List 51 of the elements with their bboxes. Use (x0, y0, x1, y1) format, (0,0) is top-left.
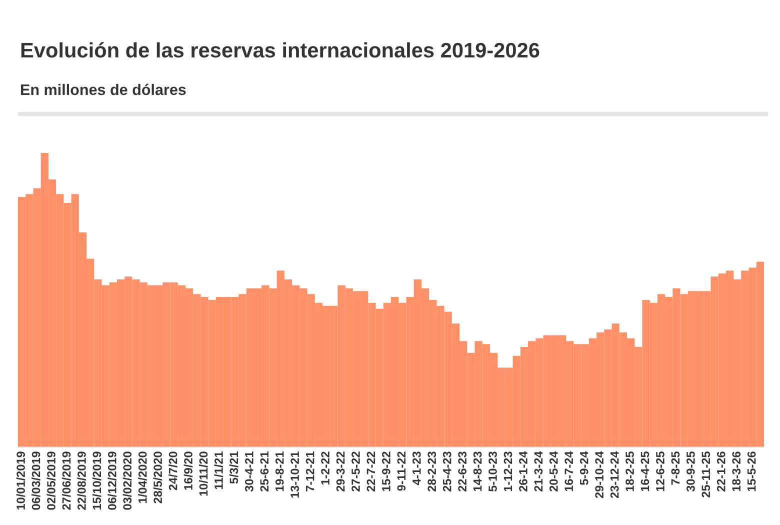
x-tick-label: 16/9/20 (184, 452, 193, 490)
x-tick-label: 1/04/2020 (138, 452, 147, 503)
chart-title: Evolución de las reservas internacionales 2019-2026 (21, 42, 540, 58)
x-tick-label: 12-6-25 (656, 451, 664, 492)
x-tick-label: 25-6-21 (260, 451, 269, 492)
chart-subtitle: En millones de dólares (21, 84, 186, 96)
x-tick-label: 15-5-26 (747, 452, 756, 492)
x-tick-label: 27/06/2019 (62, 452, 71, 510)
x-tick-label: 14-8-23 (473, 452, 482, 492)
x-tick-label: 02/05/2019 (46, 452, 56, 510)
x-tick-label: 26-1-24 (519, 451, 528, 492)
x-tick-label: 22-1-26 (716, 452, 726, 492)
x-tick-label: 5-9-24 (580, 451, 588, 485)
x-tick-label: 03/02/2020 (122, 452, 132, 510)
x-tick-label: 23-12-24 (610, 451, 619, 498)
x-tick-label: 19-8-21 (275, 451, 284, 492)
x-tick-label: 15/10/2019 (92, 452, 102, 510)
x-tick-label: 29-3-22 (336, 452, 345, 492)
x-tick-label: 10/11/20 (199, 452, 208, 496)
x-tick-label: 30-9-25 (686, 451, 695, 492)
x-tick-label: 28-2-23 (428, 452, 436, 492)
x-tick-label: 15-9-22 (382, 452, 390, 492)
x-tick-label: 16-7-24 (564, 451, 574, 492)
x-tick-label: 1-12-23 (504, 452, 512, 492)
x-tick-label: 25-11-25 (702, 451, 710, 498)
x-tick-label: 7-12-21 (306, 451, 314, 492)
x-tick-label: 5-10-23 (488, 452, 497, 492)
x-tick-label: 29-10-24 (595, 451, 604, 498)
x-tick-label: 11/1/21 (214, 451, 224, 490)
x-tick-label: 21-3-24 (534, 451, 543, 492)
x-tick-label: 18-2-25 (626, 451, 634, 492)
x-tick-label: 4-1-23 (412, 452, 421, 486)
x-tick-label: 5/3/21 (229, 451, 238, 484)
x-tick-label: 20-5-24 (549, 451, 558, 492)
x-tick-label: 13-10-21 (290, 451, 300, 498)
x-tick-label: 9-11-22 (397, 452, 406, 491)
x-tick-label: 28/5/2020 (153, 452, 162, 504)
x-tick-label: 10/01/2019 (16, 452, 26, 510)
x-tick-label: 06/12/2019 (108, 452, 116, 510)
x-tick-label: 27-5-22 (352, 452, 360, 492)
x-tick-label: 22/08/2019 (77, 452, 86, 510)
x-tick-label: 22-7-22 (366, 452, 376, 492)
x-tick-label: 06/03/2019 (32, 452, 40, 510)
x-tick-label: 22-6-23 (458, 452, 466, 492)
x-tick-label: 16-4-25 (640, 451, 650, 492)
x-tick-label: 25-4-23 (442, 452, 452, 492)
x-tick-label: 30-4-21 (244, 451, 254, 492)
x-tick-label: 18-3-26 (732, 452, 741, 492)
x-tick-label: 1-2-22 (321, 452, 330, 485)
x-tick-label: 7-8-25 (671, 451, 680, 485)
x-tick-label: 24/7/20 (168, 452, 178, 490)
